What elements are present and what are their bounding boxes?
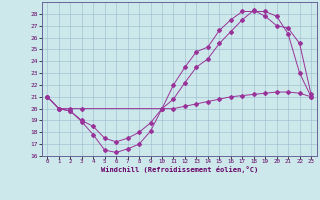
X-axis label: Windchill (Refroidissement éolien,°C): Windchill (Refroidissement éolien,°C): [100, 166, 258, 173]
